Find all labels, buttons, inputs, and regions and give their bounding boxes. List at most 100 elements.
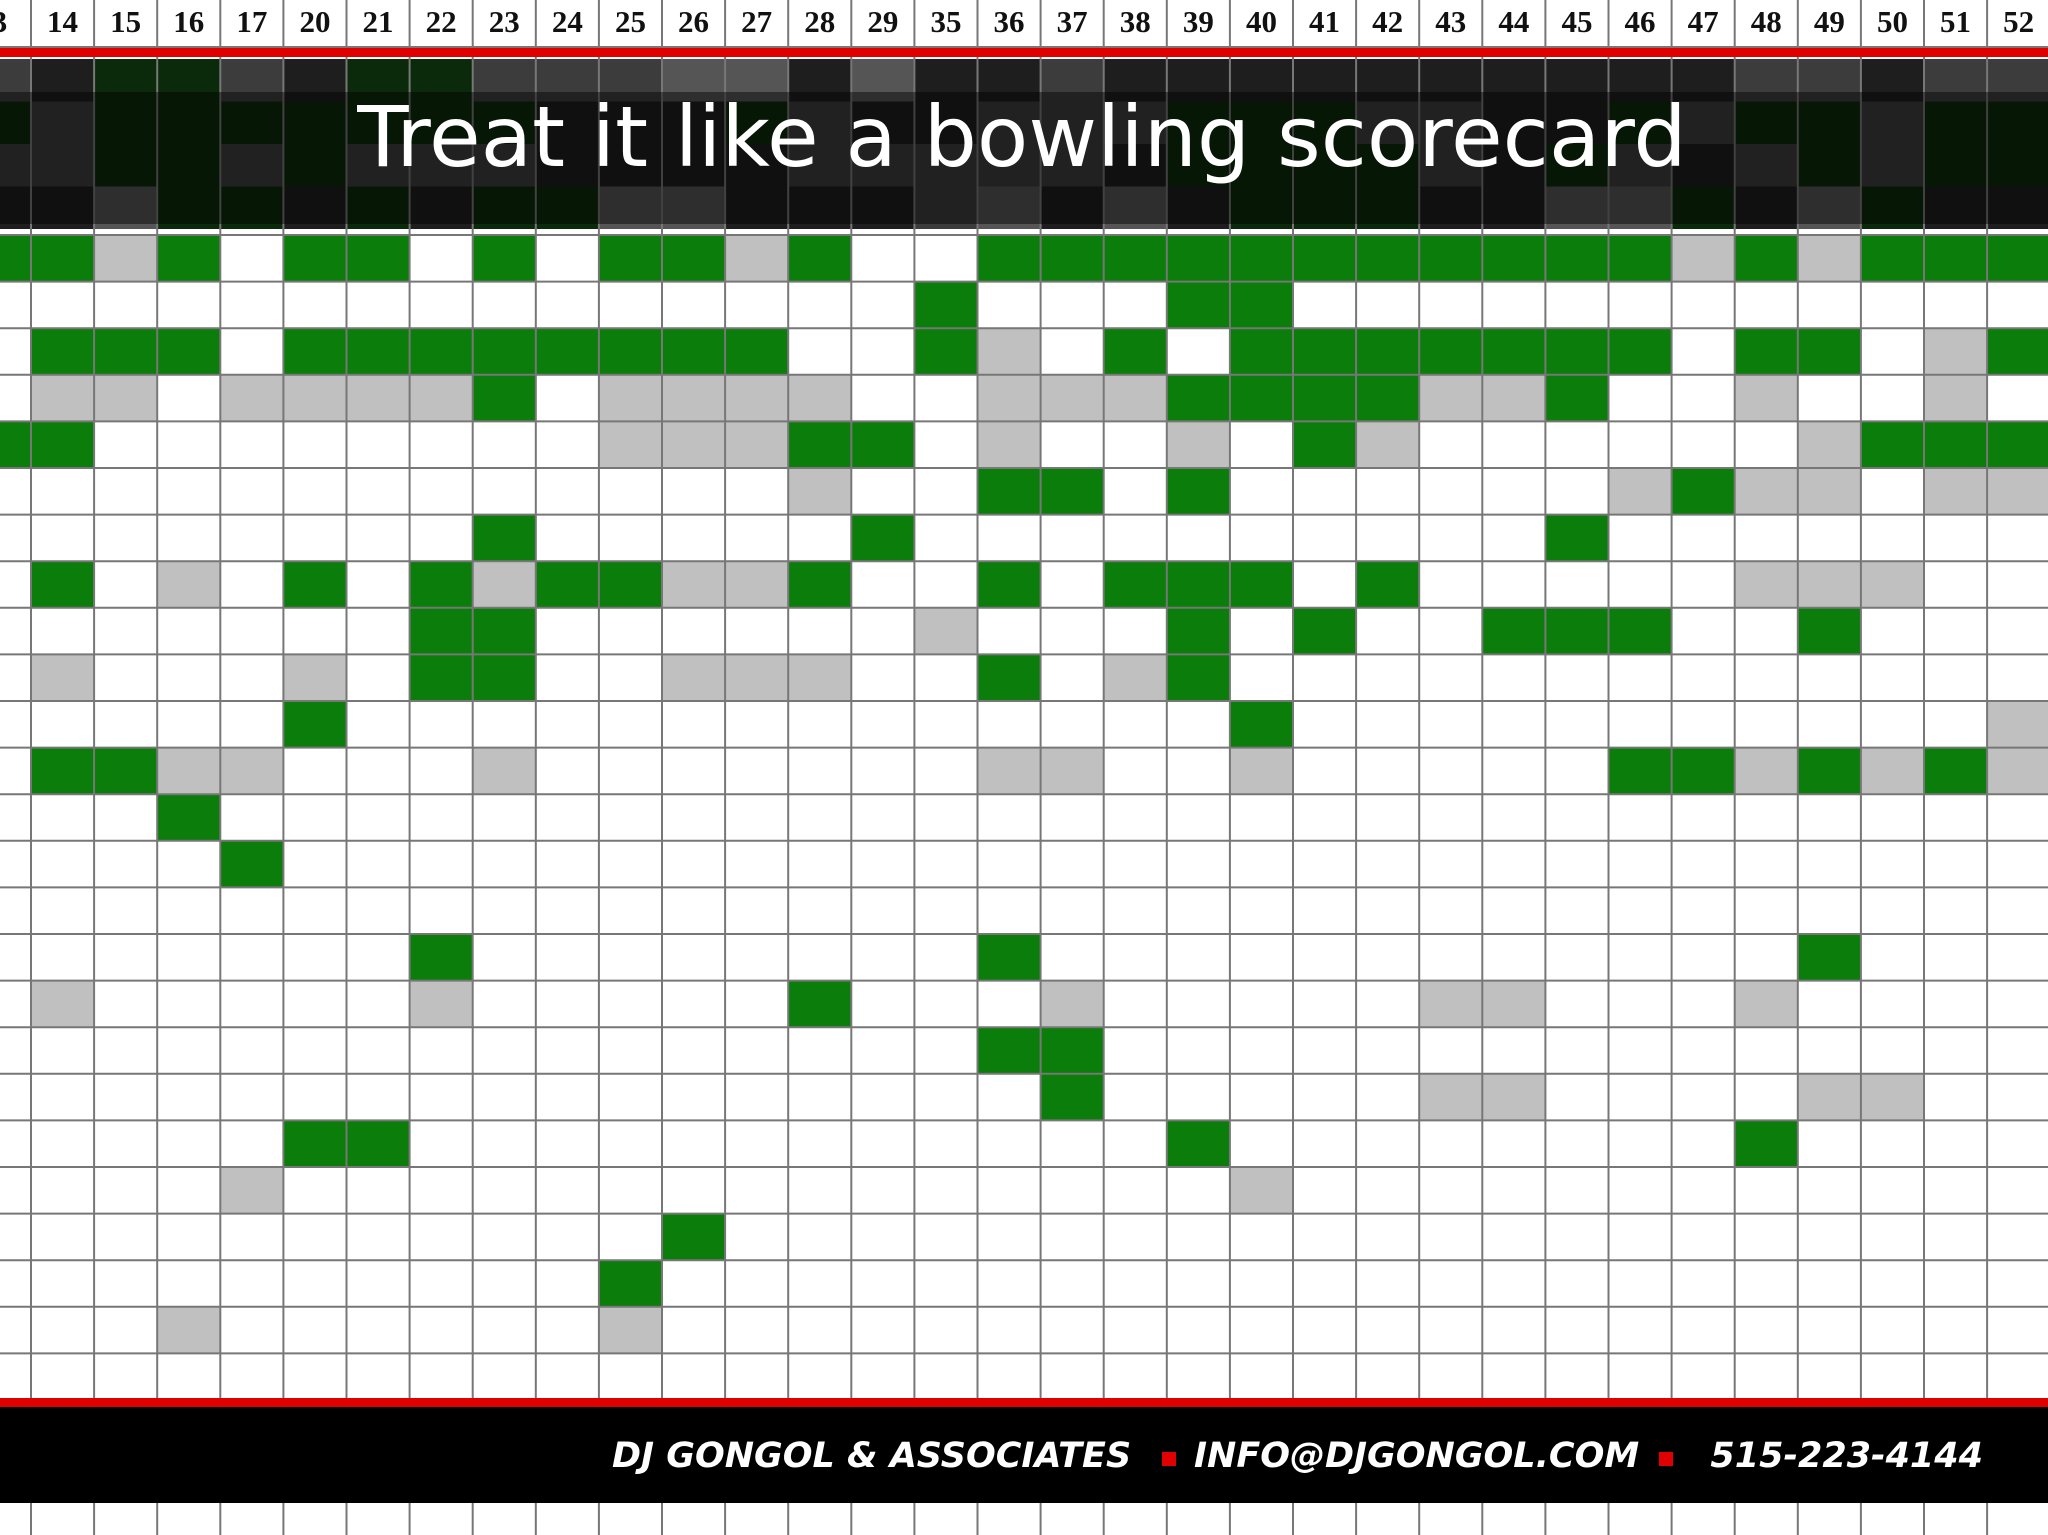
score-cell <box>977 235 1041 282</box>
header-cell <box>1671 59 1735 102</box>
score-cell <box>346 1120 410 1167</box>
score-cell <box>283 328 347 375</box>
score-cell <box>1040 747 1104 795</box>
score-cell <box>1166 374 1230 422</box>
score-cell <box>977 1027 1041 1074</box>
header-cell <box>157 101 221 144</box>
column-label: 26 <box>678 4 709 39</box>
header-cell <box>1987 186 2048 229</box>
header-cell <box>346 101 410 144</box>
title-band <box>0 92 2048 224</box>
header-cell <box>31 101 95 144</box>
score-cell <box>472 561 536 608</box>
score-cell <box>662 421 726 468</box>
header-cell <box>472 144 536 187</box>
score-cell <box>1356 328 1420 375</box>
score-cell <box>535 328 599 375</box>
header-cell <box>283 101 347 144</box>
score-cell <box>31 235 95 282</box>
score-cell <box>1356 421 1420 468</box>
header-cell <box>472 101 536 144</box>
score-cell <box>1608 328 1672 375</box>
header-cell <box>31 144 95 187</box>
column-label: 20 <box>299 4 330 39</box>
score-cell <box>725 374 789 422</box>
header-cell <box>1229 186 1293 229</box>
score-cell <box>1040 468 1104 515</box>
header-cell <box>1608 101 1672 144</box>
score-cell <box>914 281 978 329</box>
score-cell <box>220 374 284 422</box>
column-label: 50 <box>1877 4 1908 39</box>
column-label: 24 <box>552 4 583 39</box>
score-cell <box>1040 235 1104 282</box>
score-cell <box>1229 328 1293 375</box>
column-label: 44 <box>1498 4 1529 39</box>
header-cell <box>788 186 852 229</box>
header-cell <box>1293 186 1357 229</box>
score-cell <box>1103 374 1167 422</box>
score-cell <box>1734 374 1798 422</box>
score-cell <box>157 235 221 282</box>
score-cell <box>977 421 1041 468</box>
score-cell <box>1797 235 1861 282</box>
score-cell <box>1166 607 1230 655</box>
header-cell <box>535 186 599 229</box>
score-cell <box>1924 235 1988 282</box>
header-cell <box>535 144 599 187</box>
header-cell <box>1040 186 1104 229</box>
score-cell <box>1293 421 1357 468</box>
header-cell <box>662 144 726 187</box>
score-cell <box>1040 1027 1104 1074</box>
score-cell <box>662 1213 726 1261</box>
header-cell <box>1166 186 1230 229</box>
score-cell <box>1293 607 1357 655</box>
header-cell <box>283 144 347 187</box>
score-cell <box>1608 747 1672 795</box>
score-cell <box>1040 374 1104 422</box>
column-label: 48 <box>1751 4 1782 39</box>
score-cell <box>1103 328 1167 375</box>
score-cell <box>1860 235 1924 282</box>
column-label: 38 <box>1120 4 1151 39</box>
column-label: 23 <box>489 4 520 39</box>
header-cell <box>346 59 410 102</box>
header-cell <box>788 101 852 144</box>
header-cell <box>94 59 158 102</box>
score-cell <box>283 701 347 748</box>
score-cell <box>788 468 852 515</box>
header-cell <box>1545 144 1609 187</box>
header-cell <box>1734 59 1798 102</box>
score-cell <box>1797 934 1861 981</box>
column-label: 35 <box>930 4 961 39</box>
header-cell <box>409 59 473 102</box>
header-cell <box>1229 59 1293 102</box>
score-cell <box>977 747 1041 795</box>
header-cell <box>851 186 915 229</box>
score-cell <box>1103 235 1167 282</box>
header-cell <box>1987 144 2048 187</box>
header-cell <box>851 144 915 187</box>
score-cell <box>725 654 789 701</box>
score-cell <box>1419 374 1483 422</box>
score-cell <box>977 654 1041 701</box>
header-cell <box>157 144 221 187</box>
score-cell <box>598 421 662 468</box>
header-cell <box>1419 186 1483 229</box>
score-cell <box>1545 235 1609 282</box>
header-cell <box>598 101 662 144</box>
score-cell <box>1293 235 1357 282</box>
header-band <box>0 59 2048 229</box>
score-cell <box>725 235 789 282</box>
score-cell <box>409 934 473 981</box>
score-cell <box>409 980 473 1028</box>
score-cell <box>1734 980 1798 1028</box>
score-cell <box>1608 235 1672 282</box>
score-cell <box>1166 561 1230 608</box>
score-cell <box>1166 468 1230 515</box>
column-labels: 3 14 15 16 17 20 21 22 23 24 25 26 27 28 29 35 36 37 38 39 4… <box>0 4 2034 39</box>
footer-email: INFO@DJGONGOL.COM <box>1194 1436 1639 1476</box>
score-cell <box>1671 747 1735 795</box>
header-cell <box>220 59 284 102</box>
